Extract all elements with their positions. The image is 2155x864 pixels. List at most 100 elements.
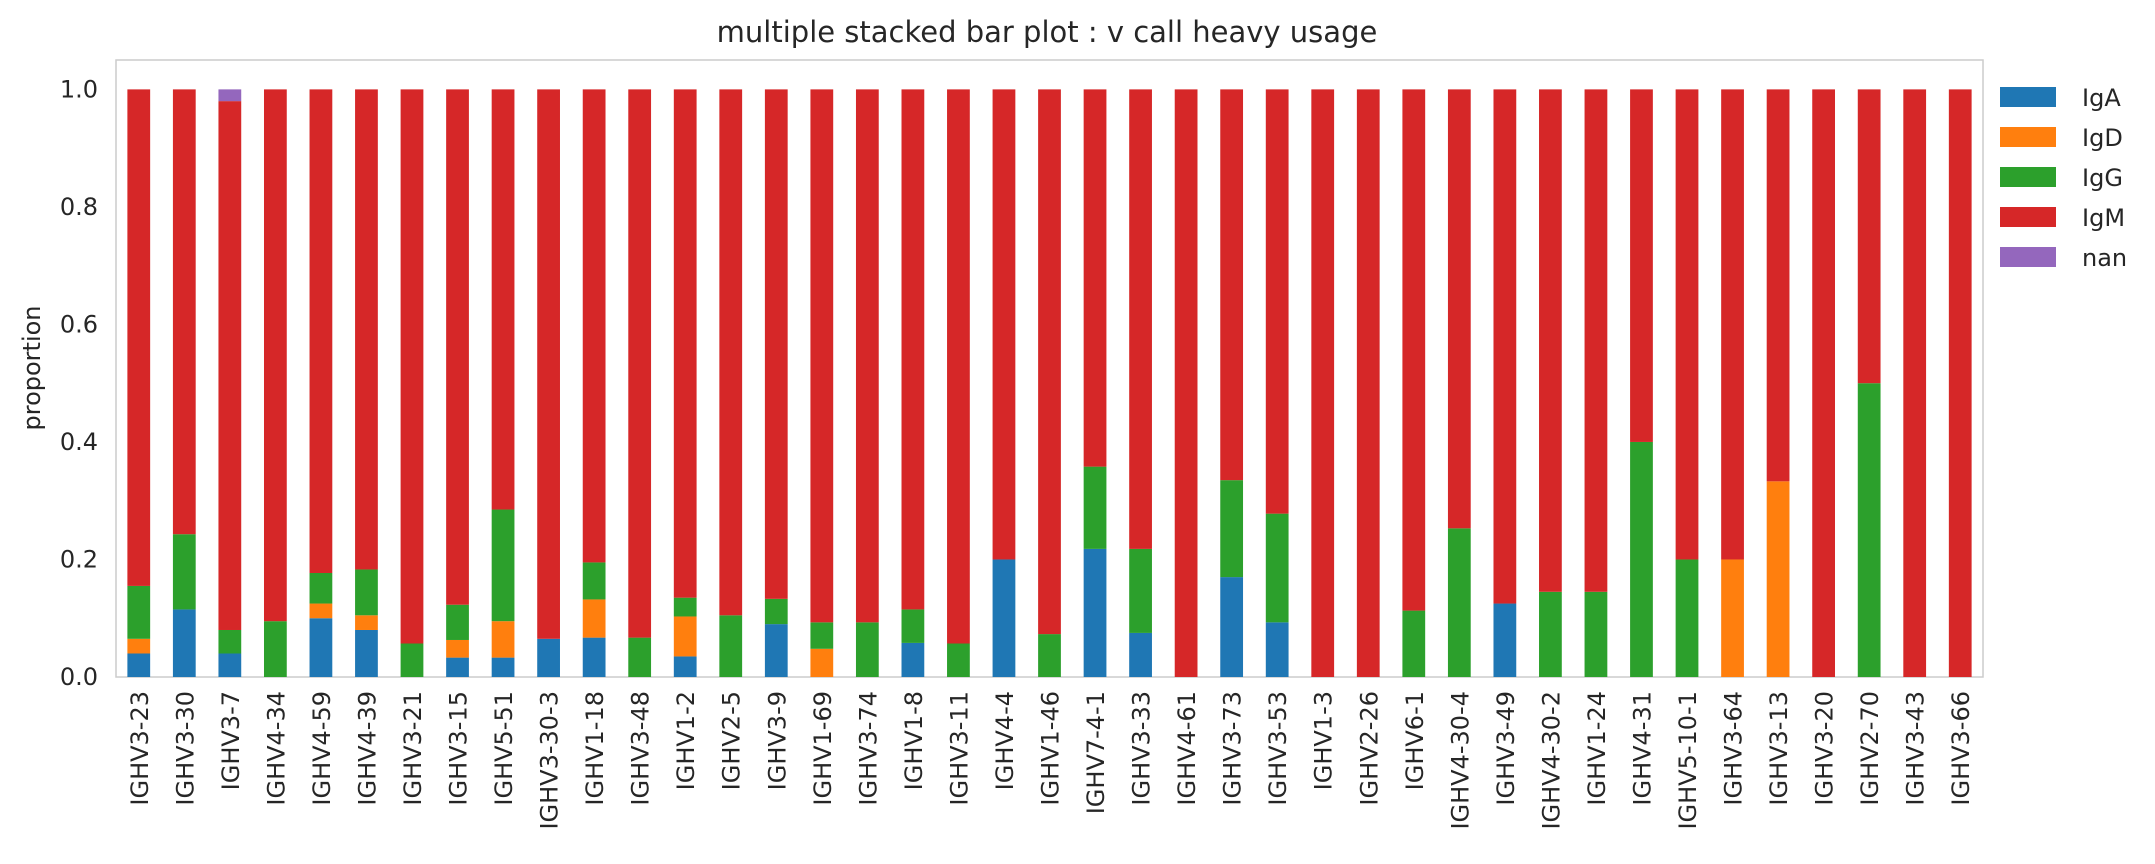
legend-label: IgM [2082, 204, 2125, 232]
bar-segment [1129, 548, 1152, 633]
bar-segment [582, 562, 606, 600]
x-tick-label: IGHV3-23 [126, 691, 154, 806]
bar-segment [719, 89, 743, 616]
x-tick-label: IGHV3-43 [1902, 691, 1930, 806]
bar-segment [491, 657, 515, 677]
bar-segment [1857, 89, 1881, 384]
bar-segment [1903, 89, 1927, 677]
x-tick-label: IGHV4-59 [308, 691, 336, 806]
y-tick-label: 0.8 [60, 193, 98, 221]
bar-segment [1356, 89, 1380, 677]
legend-label: IgA [2082, 84, 2121, 112]
bar-segment [1721, 89, 1744, 560]
bar-segment [400, 643, 424, 677]
x-tick-label: IGHV3-53 [1264, 691, 1292, 806]
bar-segment [491, 89, 515, 510]
bar-segment [172, 89, 196, 535]
legend-label: IgG [2082, 164, 2123, 192]
y-tick-label: 0.2 [60, 545, 98, 573]
x-tick-label: IGHV1-18 [581, 691, 609, 806]
bar-segment [992, 89, 1016, 560]
legend-swatch [2000, 127, 2056, 147]
bar-segment [1493, 603, 1517, 677]
bar-segment [491, 509, 515, 622]
bar-segment [355, 569, 378, 616]
bar-segment [309, 603, 333, 619]
bar-segment [172, 534, 196, 610]
bar-segment [263, 621, 287, 677]
bar-segment [673, 656, 697, 677]
bar-segment [1265, 89, 1289, 514]
x-tick-label: IGHV4-34 [262, 691, 290, 806]
bar-segment [355, 629, 378, 677]
x-tick-label: IGHV7-4-1 [1082, 691, 1110, 814]
legend-swatch [2000, 167, 2056, 187]
bar-segment [127, 638, 151, 654]
x-tick-label: IGHV2-5 [718, 691, 746, 790]
bar-segment [810, 89, 834, 623]
bar-segment [1265, 513, 1289, 623]
x-tick-label: IGHV3-30-3 [536, 691, 564, 830]
bar-segment [1174, 89, 1198, 677]
x-tick-label: IGHV3-74 [854, 691, 882, 806]
bar-segment [1038, 634, 1061, 677]
x-tick-label: IGHV2-70 [1856, 691, 1884, 806]
bar-segment [1447, 528, 1471, 677]
y-axis-ticks: 0.0 0.2 0.4 0.6 0.8 1.0 [60, 75, 98, 691]
bar-segment [1675, 559, 1699, 677]
bar-segment [1083, 548, 1107, 677]
bar-segment [263, 89, 287, 622]
bar-segment [855, 89, 879, 623]
bar-segment [1584, 591, 1608, 677]
bar-segment [355, 89, 378, 570]
bar-segment [1948, 89, 1972, 677]
x-tick-label: IGHV3-33 [1128, 691, 1156, 806]
bar-segment [1129, 632, 1152, 677]
x-tick-label: IGHV5-10-1 [1674, 691, 1702, 830]
x-tick-label: IGHV3-15 [445, 691, 473, 806]
bar-segment [810, 622, 834, 649]
x-tick-label: IGHV3-48 [627, 691, 655, 806]
x-tick-label: IGHV3-30 [171, 691, 199, 806]
bar-segment [127, 89, 151, 586]
x-tick-label: IGHV3-21 [399, 691, 427, 806]
chart-title: multiple stacked bar plot : v call heavy… [717, 15, 1378, 49]
x-tick-label: IGHV3-11 [945, 691, 973, 806]
bar-segment [1584, 89, 1608, 592]
bar-segment [1129, 89, 1152, 549]
bar-segment [1220, 577, 1244, 677]
bar-segment [1402, 610, 1426, 677]
bar-segment [628, 637, 652, 677]
bar-segment [582, 637, 606, 677]
bar-segment [1083, 89, 1107, 467]
y-tick-label: 0.6 [60, 310, 98, 338]
bars-layer [127, 89, 1972, 677]
bar-segment [1402, 89, 1426, 611]
legend-label: nan [2082, 244, 2127, 272]
x-tick-label: IGHV4-31 [1628, 691, 1656, 806]
x-tick-label: IGHV1-69 [809, 691, 837, 806]
y-tick-label: 0.4 [60, 428, 98, 456]
bar-segment [673, 597, 697, 617]
bar-segment [491, 621, 515, 658]
bar-segment [172, 609, 196, 677]
x-tick-label: IGHV1-24 [1583, 691, 1611, 806]
x-tick-label: IGHV1-8 [900, 691, 928, 790]
x-tick-label: IGHV4-4 [991, 691, 1019, 790]
bar-segment [1493, 89, 1517, 604]
bar-segment [1220, 480, 1244, 578]
bar-segment [855, 622, 879, 677]
bar-segment [764, 89, 788, 599]
bar-segment [1311, 89, 1335, 677]
bar-segment [309, 89, 333, 573]
y-axis-label: proportion [18, 305, 46, 430]
bar-segment [673, 616, 697, 657]
legend: IgA IgD IgG IgM nan [2000, 84, 2127, 272]
x-tick-label: IGHV3-66 [1947, 691, 1975, 806]
bar-segment [218, 89, 242, 102]
x-tick-label: IGHV4-39 [353, 691, 381, 806]
legend-swatch [2000, 247, 2056, 267]
bar-segment [1083, 466, 1107, 549]
bar-segment [1675, 89, 1699, 560]
x-tick-label: IGHV3-7 [217, 691, 245, 790]
